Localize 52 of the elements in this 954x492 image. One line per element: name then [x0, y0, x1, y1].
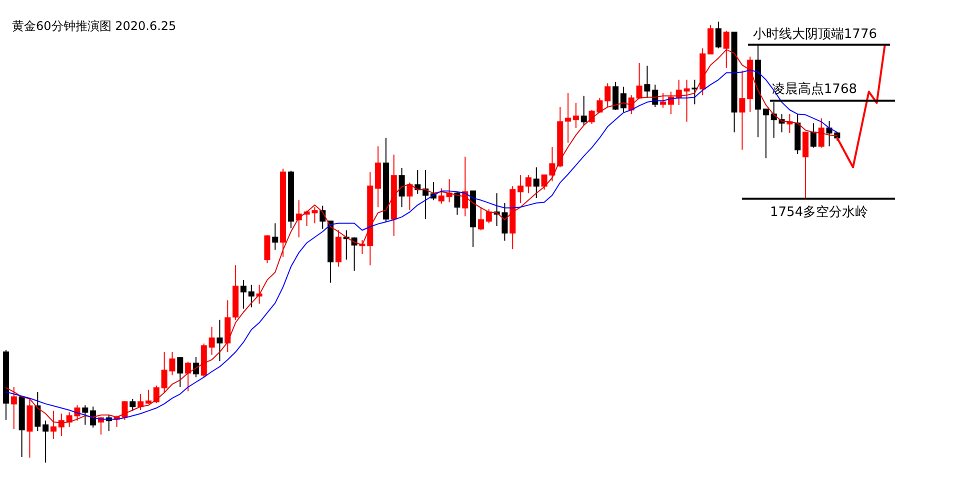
ref-line-label: 凌晨高点1768 — [772, 80, 857, 97]
candlestick — [34, 391, 41, 432]
candlestick — [723, 30, 730, 68]
candlestick — [762, 108, 769, 159]
candlestick — [572, 102, 579, 129]
candlestick — [50, 410, 56, 440]
candlestick — [296, 200, 302, 238]
candlestick — [636, 62, 642, 100]
candlestick — [240, 279, 246, 310]
candlestick — [533, 166, 540, 199]
candlestick — [272, 222, 278, 250]
candlestick — [580, 95, 587, 126]
ref-line-label: 1754多空分水岭 — [770, 204, 868, 220]
ref-line-label: 小时线大阴顶端1776 — [752, 26, 877, 42]
candlestick — [42, 420, 49, 464]
candlestick — [422, 170, 429, 220]
candlestick — [208, 326, 215, 356]
candlestick — [58, 413, 64, 437]
candlestick — [684, 79, 690, 122]
candlestick — [565, 92, 572, 144]
candlestick — [620, 86, 626, 112]
candlestick — [138, 394, 144, 411]
candlestick — [153, 385, 160, 404]
candlestick — [177, 356, 184, 388]
candlestick — [739, 70, 746, 150]
text: 黄金60分钟推演图 2020.6.25 — [12, 19, 176, 33]
candlestick — [715, 21, 722, 49]
candlestick — [644, 65, 650, 98]
candlestick — [612, 81, 619, 110]
candlestick — [398, 167, 405, 208]
candlestick — [185, 361, 192, 392]
candlestick — [192, 356, 199, 378]
candlestick — [692, 79, 698, 105]
candlestick — [525, 174, 532, 194]
candlestick — [82, 404, 88, 426]
candlestick — [518, 174, 524, 204]
candlestick — [478, 206, 484, 231]
candlestick — [248, 284, 254, 308]
candlestick — [454, 191, 460, 216]
candlestick — [216, 319, 223, 362]
candlestick — [818, 118, 824, 148]
candlestick — [264, 234, 270, 264]
candlestick — [486, 208, 492, 224]
candlestick — [438, 188, 444, 204]
candlestick — [604, 82, 611, 108]
candlestick — [90, 406, 96, 428]
candlestick — [406, 182, 413, 210]
candlestick — [145, 389, 152, 404]
candlestick — [130, 398, 136, 412]
candlestick — [660, 92, 666, 108]
candlestick — [10, 386, 17, 430]
candlestick — [810, 122, 816, 148]
